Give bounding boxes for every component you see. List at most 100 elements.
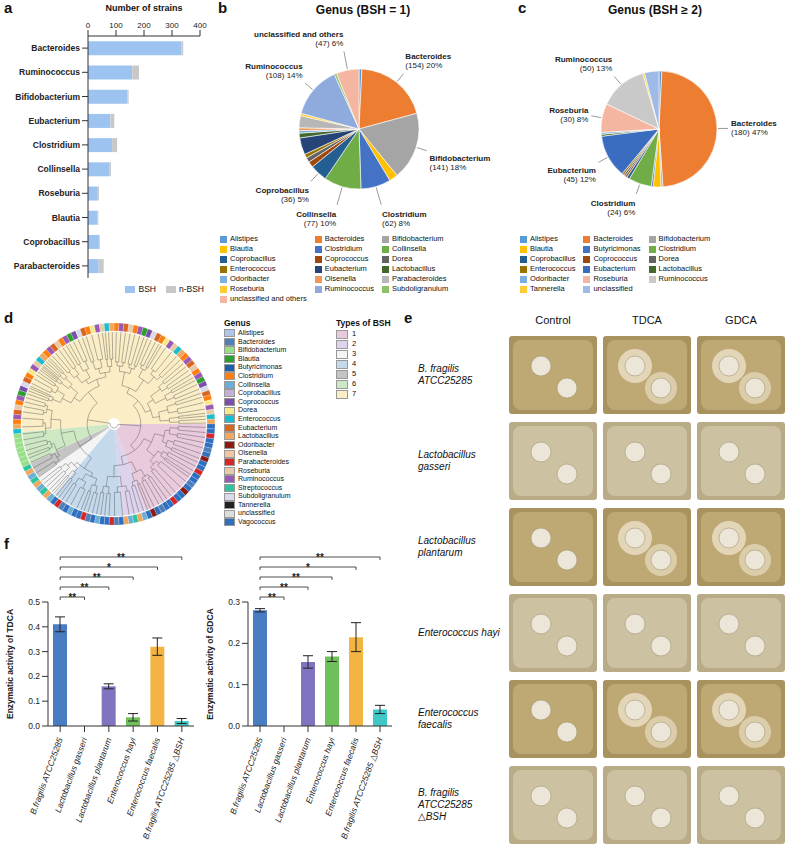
svg-text:**: ** xyxy=(280,582,288,593)
svg-text:0: 0 xyxy=(86,21,91,30)
svg-text:Clostridium: Clostridium xyxy=(33,140,81,150)
svg-text:**: ** xyxy=(81,582,89,593)
svg-text:(77) 10%: (77) 10% xyxy=(304,219,336,228)
html-text:Blautia: Blautia xyxy=(230,244,253,253)
svg-text:400: 400 xyxy=(193,21,207,30)
svg-text:Lactobacillus plantarum: Lactobacillus plantarum xyxy=(74,736,114,823)
svg-text:Bacteroides: Bacteroides xyxy=(731,119,777,128)
svg-text:(47) 6%: (47) 6% xyxy=(315,39,343,48)
svg-text:(24) 6%: (24) 6% xyxy=(607,208,635,217)
html-text:Genus: Genus xyxy=(224,318,251,328)
svg-text:200: 200 xyxy=(137,21,151,30)
svg-text:Ruminococcus: Ruminococcus xyxy=(19,67,80,77)
svg-text:Coprobacillus: Coprobacillus xyxy=(256,186,310,195)
html-text:Alistipes: Alistipes xyxy=(230,234,258,243)
html-text:Bacteroides: Bacteroides xyxy=(324,234,365,243)
svg-text:(62) 8%: (62) 8% xyxy=(382,219,410,228)
svg-text:300: 300 xyxy=(165,21,179,30)
svg-text:**: ** xyxy=(93,572,101,583)
svg-text:Ruminococcus: Ruminococcus xyxy=(555,55,613,64)
html-text:Enterococcus faecalis: Enterococcus faecalis xyxy=(418,707,479,730)
svg-text:Blautia: Blautia xyxy=(52,213,81,223)
svg-text:(180) 47%: (180) 47% xyxy=(731,128,768,137)
html-text:B. fragilis ATCC25285 △BSH: B. fragilis ATCC25285 △BSH xyxy=(418,787,473,822)
svg-text:B.fragilis ATCC25285 △BSH: B.fragilis ATCC25285 △BSH xyxy=(140,735,186,840)
svg-text:Enzymatic activity of GDCA: Enzymatic activity of GDCA xyxy=(205,608,215,719)
svg-text:unclassified and others: unclassified and others xyxy=(254,30,344,39)
svg-text:0.3: 0.3 xyxy=(228,597,240,607)
svg-text:(108) 14%: (108) 14% xyxy=(266,71,303,80)
svg-text:0.0: 0.0 xyxy=(28,721,40,731)
html-text:Types of BSH: Types of BSH xyxy=(336,318,391,328)
svg-text:*: * xyxy=(107,562,111,573)
html-text:Clostridium: Clostridium xyxy=(324,244,363,253)
svg-text:Enzymatic activity of TDCA: Enzymatic activity of TDCA xyxy=(5,609,15,719)
svg-text:(50) 13%: (50) 13% xyxy=(580,64,612,73)
svg-text:0.2: 0.2 xyxy=(228,638,240,648)
svg-text:**: ** xyxy=(68,592,76,603)
html-text:BSH: BSH xyxy=(138,284,156,294)
html-text:Coprobacillus: Coprobacillus xyxy=(230,254,276,263)
svg-text:Enterococcus hayi: Enterococcus hayi xyxy=(104,736,138,805)
svg-text:Ruminococcus: Ruminococcus xyxy=(245,62,303,71)
svg-text:(141) 18%: (141) 18% xyxy=(429,163,466,172)
svg-text:Coprobacillus: Coprobacillus xyxy=(23,237,80,247)
html-text:Lactobacillus plantarum: Lactobacillus plantarum xyxy=(418,535,476,558)
html-text:b: b xyxy=(218,0,228,16)
svg-text:(154) 20%: (154) 20% xyxy=(405,61,442,70)
svg-text:Parabacteroides: Parabacteroides xyxy=(14,261,80,271)
svg-text:0.0: 0.0 xyxy=(228,721,240,731)
svg-text:B.fragilis ATCC25285 △BSH: B.fragilis ATCC25285 △BSH xyxy=(339,735,385,840)
svg-text:Bifidobacterium: Bifidobacterium xyxy=(429,154,490,163)
svg-text:**: ** xyxy=(268,592,276,603)
svg-text:Enterococcus faecalis: Enterococcus faecalis xyxy=(124,736,163,818)
svg-text:0.3: 0.3 xyxy=(28,647,40,657)
svg-text:**: ** xyxy=(292,572,300,583)
svg-text:Roseburia: Roseburia xyxy=(38,188,80,198)
svg-text:0.4: 0.4 xyxy=(28,622,40,632)
html-text:Genus (BSH = 1): Genus (BSH = 1) xyxy=(315,3,411,17)
html-text:Coprococcus: Coprococcus xyxy=(324,254,369,263)
svg-text:Bacteroides: Bacteroides xyxy=(31,43,80,53)
html-text:Collinsella: Collinsella xyxy=(391,244,427,253)
svg-text:**: ** xyxy=(316,552,324,563)
html-text:d: d xyxy=(4,309,14,326)
svg-text:(36) 5%: (36) 5% xyxy=(281,195,309,204)
svg-text:100: 100 xyxy=(109,21,123,30)
html-text:n-BSH: n-BSH xyxy=(179,284,204,294)
svg-text:Lactobacillus gasseri: Lactobacillus gasseri xyxy=(52,736,90,814)
svg-text:Bifidobacterium: Bifidobacterium xyxy=(15,92,80,102)
svg-text:Enterococcus hayi: Enterococcus hayi xyxy=(303,736,337,805)
html-text:Lactobacillus gasseri: Lactobacillus gasseri xyxy=(418,449,476,472)
svg-text:Lactobacillus plantarum: Lactobacillus plantarum xyxy=(273,736,313,823)
html-text:Bifidobacterium: Bifidobacterium xyxy=(391,234,444,243)
svg-text:Collinsella: Collinsella xyxy=(37,164,80,174)
html-text:Control: Control xyxy=(535,314,571,326)
svg-text:(30) 8%: (30) 8% xyxy=(560,115,588,124)
svg-text:(45) 12%: (45) 12% xyxy=(563,175,595,184)
svg-text:Collinsella: Collinsella xyxy=(296,210,337,219)
svg-text:B.fragilis ATCC25285: B.fragilis ATCC25285 xyxy=(227,736,265,816)
svg-text:0.5: 0.5 xyxy=(28,597,40,607)
svg-text:Clostridium: Clostridium xyxy=(382,210,426,219)
svg-text:Eubacterium: Eubacterium xyxy=(29,116,81,126)
html-text:a: a xyxy=(4,0,13,16)
html-text:Number of strains: Number of strains xyxy=(105,3,183,13)
svg-text:Lactobacillus gasseri: Lactobacillus gasseri xyxy=(252,736,289,814)
svg-text:Roseburia: Roseburia xyxy=(549,106,589,115)
svg-text:Clostridium: Clostridium xyxy=(591,199,635,208)
svg-text:B.fragilis ATCC25285: B.fragilis ATCC25285 xyxy=(27,736,65,816)
svg-text:Enterococcus faecalis: Enterococcus faecalis xyxy=(323,736,361,818)
html-text:Genus (BSH ≥ 2): Genus (BSH ≥ 2) xyxy=(608,3,702,17)
html-text:GDCA: GDCA xyxy=(725,314,757,326)
html-text:TDCA: TDCA xyxy=(632,314,662,326)
svg-text:0.2: 0.2 xyxy=(28,671,40,681)
svg-text:*: * xyxy=(306,562,310,573)
svg-text:Bacteroides: Bacteroides xyxy=(405,52,451,61)
svg-text:0.1: 0.1 xyxy=(228,680,240,690)
svg-text:**: ** xyxy=(117,552,125,563)
svg-text:0.1: 0.1 xyxy=(28,696,40,706)
html-text:B. fragilis ATCC25285: B. fragilis ATCC25285 xyxy=(418,363,473,386)
html-text:Enterococcus hayi: Enterococcus hayi xyxy=(418,627,500,638)
svg-text:Eubacterium: Eubacterium xyxy=(547,166,595,175)
